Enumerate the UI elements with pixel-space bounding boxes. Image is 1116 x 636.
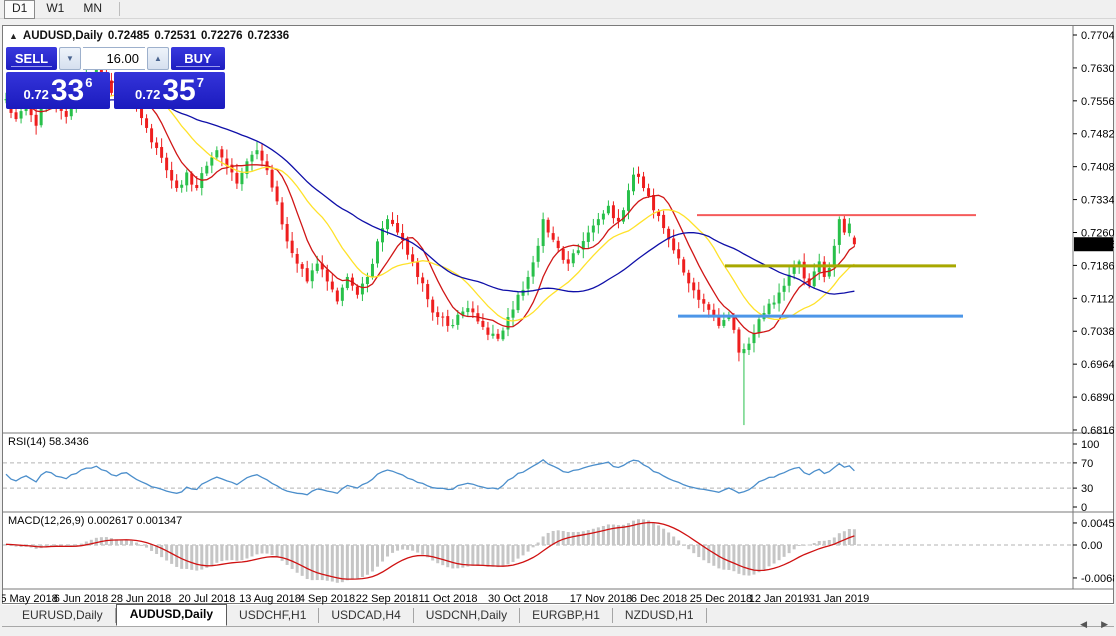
- tf-button-d1[interactable]: D1: [4, 0, 36, 19]
- volume-increase-button[interactable]: ▲: [147, 47, 169, 70]
- buy-button[interactable]: BUY: [171, 47, 225, 70]
- date-axis-label: 6 Dec 2018: [631, 593, 687, 605]
- macd-label: MACD(12,26,9) 0.002617 0.001347: [8, 515, 182, 527]
- date-axis-label: 31 Jan 2019: [809, 593, 870, 605]
- chart-title: ▲ AUDUSD,Daily 0.72485 0.72531 0.72276 0…: [9, 30, 289, 42]
- macd-signal-line: [5, 521, 855, 580]
- date-axis-label: 12 Jan 2019: [749, 593, 810, 605]
- date-axis-label: 11 Oct 2018: [418, 593, 477, 605]
- date-axis-label: 22 Sep 2018: [356, 593, 418, 605]
- date-axis-label: 30 Oct 2018: [488, 593, 548, 605]
- tab-scroll-left-icon[interactable]: ◀: [1080, 619, 1088, 629]
- macd-axis-label: -0.006819: [1081, 573, 1114, 585]
- tab-audusd-daily[interactable]: AUDUSD,Daily: [115, 604, 228, 626]
- date-axis-label: 20 Jul 2018: [179, 593, 236, 605]
- volume-decrease-button[interactable]: ▼: [59, 47, 81, 70]
- tf-button-w1[interactable]: W1: [46, 0, 65, 15]
- date-axis-label: 28 Jun 2018: [111, 593, 172, 605]
- date-axis-label: 6 Jun 2018: [54, 593, 108, 605]
- buy-price-main: 35: [162, 74, 196, 107]
- tf-button-mn[interactable]: MN: [83, 0, 103, 15]
- tab-usdcnh-daily[interactable]: USDCNH,Daily: [414, 608, 521, 623]
- fast-ma-line: [5, 81, 855, 335]
- chevron-up-icon: ▲: [154, 54, 162, 63]
- timeframe-toolbar: D1 W1 MN: [0, 0, 1116, 19]
- tab-eurgbp-h1[interactable]: EURGBP,H1: [520, 608, 613, 623]
- tab-scroll-right-icon[interactable]: ▶: [1101, 619, 1108, 629]
- ohlc-low: 0.72276: [200, 30, 243, 42]
- rsi-label: RSI(14) 58.3436: [8, 436, 89, 448]
- date-axis-label: 4 Sep 2018: [299, 593, 355, 605]
- mid-ma-line: [5, 90, 855, 322]
- ohlc-open: 0.72485: [107, 30, 150, 42]
- chart-tabs-bar: EURUSD,Daily AUDUSD,Daily USDCHF,H1 USDCAD,…: [2, 604, 1114, 627]
- tab-usdchf-h1[interactable]: USDCHF,H1: [227, 608, 320, 623]
- sell-price-button[interactable]: 0.72 33 6: [6, 72, 110, 109]
- macd-axis-label: 0.004561: [1081, 518, 1114, 530]
- candles-group: [4, 60, 856, 426]
- sell-button[interactable]: SELL: [6, 47, 57, 70]
- current-price-label: 0.72336: [1077, 239, 1114, 251]
- macd-histogram: [4, 519, 856, 583]
- rsi-axis-label: 100: [1081, 439, 1099, 451]
- tab-nzdusd-h1[interactable]: NZDUSD,H1: [613, 608, 707, 623]
- buy-price-button[interactable]: 0.72 35 7: [114, 72, 225, 109]
- collapse-panel-icon[interactable]: ▲: [9, 31, 18, 41]
- buy-price-prefix: 0.72: [135, 87, 161, 102]
- chevron-down-icon: ▼: [66, 54, 74, 63]
- buy-underline: [176, 66, 220, 67]
- sell-price-main: 33: [50, 74, 85, 107]
- date-axis-label: 15 May 2018: [2, 593, 58, 605]
- sell-underline: [11, 66, 52, 67]
- rsi-axis-label: 30: [1081, 483, 1093, 495]
- sell-price-pip: 6: [85, 75, 93, 90]
- sell-button-label: SELL: [14, 51, 49, 66]
- rsi-line: [5, 458, 855, 496]
- toolbar-separator: [119, 2, 121, 16]
- chart-symbol-label: AUDUSD,Daily: [22, 30, 103, 42]
- rsi-axis-label: 0: [1081, 502, 1087, 514]
- tab-scroll-controls: ◀ ▶: [1080, 619, 1108, 630]
- date-axis-label: 13 Aug 2018: [239, 593, 301, 605]
- tab-usdcad-h4[interactable]: USDCAD,H4: [319, 608, 414, 623]
- volume-input[interactable]: [83, 47, 145, 70]
- ohlc-close: 0.72336: [247, 30, 290, 42]
- rsi-axis-label: 70: [1081, 458, 1093, 470]
- current-price-tag: [1074, 237, 1113, 252]
- sell-price-prefix: 0.72: [23, 87, 49, 102]
- chart-window-border: [2, 25, 1114, 604]
- ohlc-high: 0.72531: [154, 30, 196, 42]
- one-click-trading-panel: SELL ▼ ▲ BUY 0.72 33 6 0.72 35: [6, 47, 227, 109]
- buy-button-label: BUY: [184, 51, 212, 66]
- macd-axis-label: 0.00: [1081, 540, 1102, 552]
- tab-eurusd-daily[interactable]: EURUSD,Daily: [10, 608, 116, 623]
- buy-price-pip: 7: [196, 75, 204, 90]
- date-axis-label: 25 Dec 2018: [690, 593, 752, 605]
- date-axis-label: 17 Nov 2018: [570, 593, 632, 605]
